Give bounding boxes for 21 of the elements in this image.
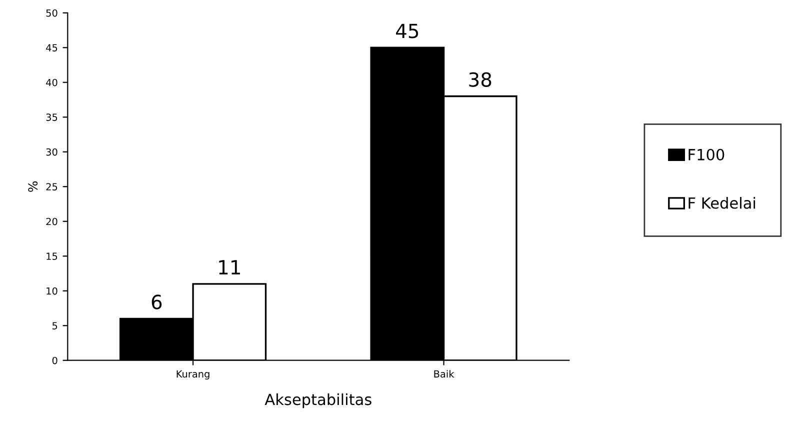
y-axis-title: % bbox=[28, 181, 38, 192]
y-tick-label: 15 bbox=[46, 252, 58, 260]
y-tick-label: 50 bbox=[46, 9, 58, 17]
y-tick-label: 0 bbox=[52, 356, 58, 364]
x-tick-label: Baik bbox=[434, 370, 454, 378]
y-tick-label: 25 bbox=[46, 183, 58, 190]
y-tick-label: 30 bbox=[46, 148, 58, 156]
x-tick-label: Kurang bbox=[176, 370, 210, 380]
data-label: 45 bbox=[396, 24, 418, 38]
legend-label: F Kedelai bbox=[688, 196, 756, 209]
data-label: 38 bbox=[469, 72, 492, 87]
x-axis-title: Akseptabilitas bbox=[264, 393, 372, 408]
y-tick-label: 5 bbox=[52, 322, 58, 330]
data-label: 11 bbox=[219, 260, 240, 274]
y-tick-label: 20 bbox=[46, 218, 58, 226]
legend-label: F100 bbox=[688, 148, 724, 160]
y-tick-label: 45 bbox=[46, 44, 58, 52]
y-tick-label: 10 bbox=[46, 287, 58, 295]
data-label: 6 bbox=[152, 294, 162, 310]
y-tick-label: 40 bbox=[46, 78, 58, 86]
y-tick-label: 35 bbox=[46, 114, 58, 121]
